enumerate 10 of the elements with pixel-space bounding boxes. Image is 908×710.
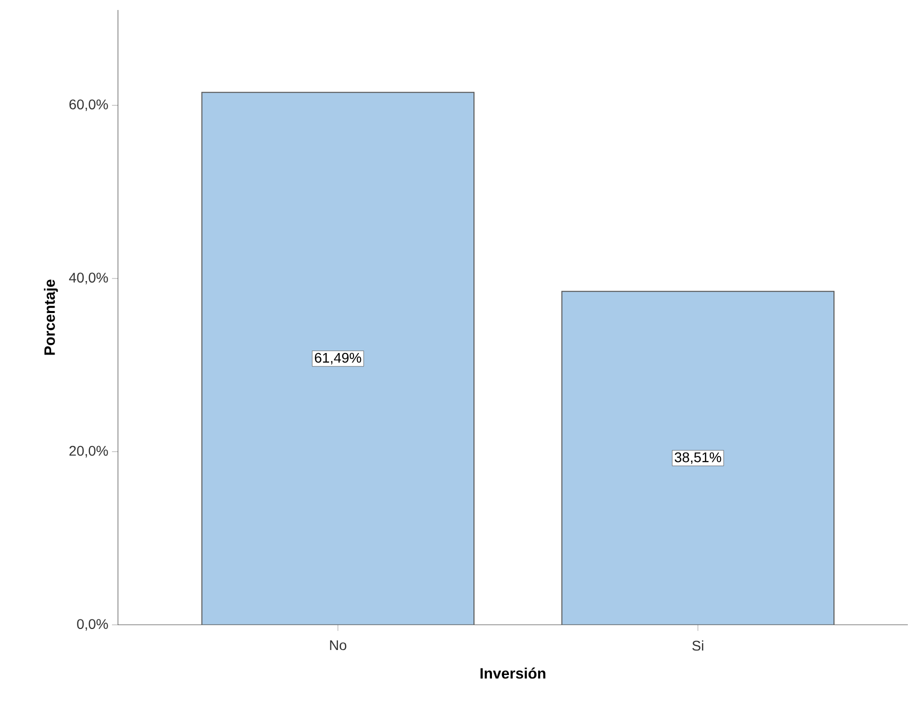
y-axis-title: Porcentaje <box>44 280 58 355</box>
y-tick-label: 40,0% <box>69 272 108 284</box>
y-tick-label: 0,0% <box>77 619 108 631</box>
y-tick-label: 60,0% <box>69 100 108 112</box>
x-axis-title: Inversión <box>480 668 546 679</box>
data-label: 38,51% <box>674 452 722 464</box>
x-tick-label: No <box>330 640 346 650</box>
x-tick-label: Si <box>692 640 704 651</box>
data-label: 61,49% <box>314 352 362 364</box>
y-tick-label: 20,0% <box>69 446 108 458</box>
